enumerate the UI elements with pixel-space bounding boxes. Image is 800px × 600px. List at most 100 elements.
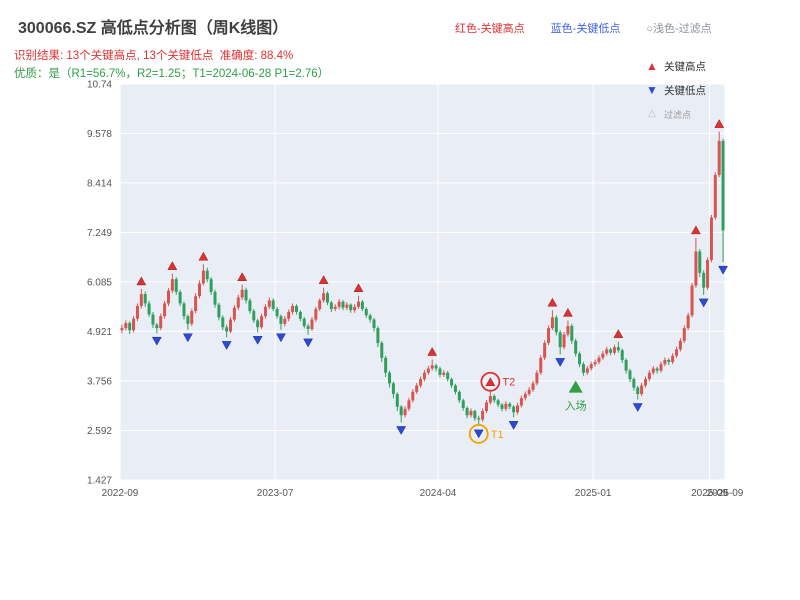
candle-body — [550, 317, 554, 329]
candle-body — [721, 140, 725, 231]
candle-body — [527, 389, 531, 394]
key-low-marker — [303, 338, 314, 348]
candle-body — [709, 217, 713, 261]
annotation-ring — [468, 423, 489, 444]
candle-body — [593, 362, 597, 365]
candle-body — [636, 387, 640, 394]
candle-body — [376, 328, 380, 343]
candle-body — [659, 364, 663, 371]
candle-body — [438, 368, 442, 375]
key-low-marker — [221, 341, 232, 350]
candle-body — [395, 393, 399, 407]
candle-body — [620, 350, 624, 360]
candle-body — [616, 347, 620, 351]
candle-body — [647, 372, 651, 380]
candle-body — [640, 385, 644, 394]
key-low-marker — [276, 333, 286, 343]
candle-body — [430, 365, 434, 369]
candle-body — [221, 317, 225, 328]
x-tick-label: 2022-09 — [102, 488, 139, 499]
filtered-point-triangle-icon: △ — [648, 108, 656, 119]
candle-body — [597, 357, 601, 363]
candle-body — [706, 260, 710, 288]
candle-body — [391, 383, 395, 394]
x-tick-label: 2025-01 — [575, 488, 612, 499]
candle-body — [415, 385, 419, 392]
key-high-marker — [353, 283, 364, 293]
key-low-marker — [632, 403, 643, 413]
candle-body — [675, 349, 679, 356]
candle-body — [399, 406, 403, 416]
y-tick-label: 6.085 — [87, 277, 112, 288]
candle-body — [612, 347, 616, 353]
candle-body — [337, 301, 341, 307]
candle-body — [174, 279, 178, 292]
candle-body — [570, 325, 574, 341]
candle-body — [450, 379, 454, 386]
candle-body — [434, 365, 438, 369]
candle-body — [194, 296, 198, 312]
chart-legend: ▲ 关键高点 ▼ 关键低点 △ 过滤点 — [644, 54, 706, 126]
header-legend-filtered: ○浅色-过滤点 — [646, 23, 712, 35]
candle-body — [481, 410, 485, 420]
candle-body — [512, 406, 516, 413]
x-tick-label: 2025-09 — [707, 488, 744, 499]
key-high-marker — [237, 272, 248, 281]
page-title: 300066.SZ 高低点分析图（周K线图） — [18, 20, 289, 37]
candle-body — [690, 285, 694, 316]
candle-body — [484, 402, 488, 411]
candle-body — [217, 304, 221, 318]
key-high-marker — [427, 347, 438, 356]
candle-body — [422, 372, 426, 380]
candle-body — [240, 289, 244, 298]
candle-body — [139, 294, 143, 306]
candle-body — [655, 368, 659, 371]
candle-body — [345, 304, 349, 308]
candle-body — [287, 311, 291, 319]
candle-body — [209, 279, 213, 292]
key-high-marker — [318, 275, 329, 284]
candle-body — [302, 318, 306, 326]
candle-body — [671, 355, 675, 363]
candle-body — [124, 322, 128, 329]
candle-body — [702, 272, 706, 288]
candle-body — [135, 305, 139, 319]
annotation-label: T2 — [502, 377, 515, 389]
chart-legend-low-label: 关键低点 — [664, 84, 706, 97]
candle-body — [504, 403, 508, 409]
recognition-result-line: 识别结果: 13个关键高点, 13个关键低点 准确度: 88.4% — [14, 50, 294, 62]
key-high-marker — [613, 329, 624, 338]
candle-body — [325, 293, 329, 303]
candle-body — [120, 328, 124, 331]
candle-body — [166, 290, 170, 304]
candle-body — [225, 327, 229, 332]
y-tick-label: 8.414 — [87, 178, 112, 189]
candle-body — [585, 368, 589, 373]
candle-body — [384, 357, 388, 373]
candle-body — [516, 405, 520, 413]
candle-body — [442, 372, 446, 375]
entry-label: 入场 — [565, 399, 587, 413]
y-tick-label: 1.427 — [87, 476, 112, 487]
candle-body — [539, 357, 543, 373]
candle-body — [643, 379, 647, 386]
candle-body — [190, 311, 194, 324]
annotation-label: T1 — [491, 429, 504, 441]
candle-body — [682, 328, 686, 341]
quality-line: 优质：是（R1=56.7%，R2=1.25；T1=2024-06-28 P1=2… — [14, 68, 330, 80]
candle-body — [256, 320, 260, 328]
chart-legend-item-filtered: △ 过滤点 — [644, 102, 706, 126]
header-legend-key-high: 红色-关键高点 — [455, 23, 525, 35]
key-low-marker — [182, 333, 193, 343]
candle-body — [601, 353, 605, 358]
candle-body — [578, 353, 582, 365]
candle-body — [469, 410, 473, 416]
candle-body — [263, 306, 267, 317]
candle-body — [473, 410, 477, 419]
candle-body — [558, 332, 562, 348]
y-tick-label: 3.756 — [87, 376, 112, 387]
chart-legend-item-high: ▲ 关键高点 — [644, 54, 706, 78]
candle-body — [283, 318, 287, 324]
candle-body — [589, 364, 593, 369]
